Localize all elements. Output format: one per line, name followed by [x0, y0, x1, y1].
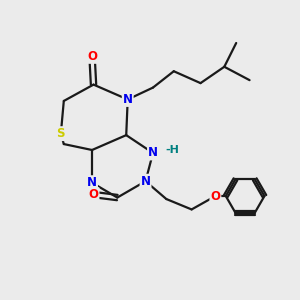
Text: -H: -H — [166, 145, 179, 155]
Text: S: S — [57, 127, 65, 140]
Text: N: N — [148, 146, 158, 160]
Text: O: O — [88, 188, 98, 201]
Text: N: N — [123, 93, 133, 106]
Text: O: O — [87, 50, 97, 63]
Text: N: N — [140, 175, 151, 188]
Text: O: O — [210, 190, 220, 202]
Text: N: N — [87, 176, 97, 189]
